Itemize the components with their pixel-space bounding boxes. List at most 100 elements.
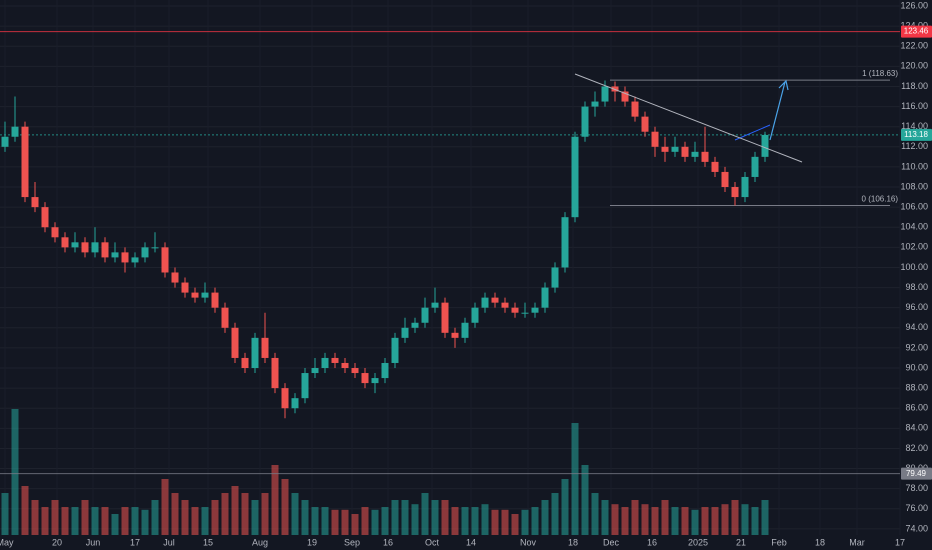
volume-bar	[501, 509, 509, 535]
volume-bar	[71, 507, 79, 535]
candle-body	[301, 373, 309, 399]
x-tick-label: 15	[203, 537, 213, 547]
candle-body	[161, 247, 169, 273]
y-tick-label: 112.00	[901, 141, 928, 151]
candle-body	[211, 292, 219, 308]
candle-body	[271, 357, 279, 389]
volume-bar	[371, 509, 379, 535]
y-tick-label: 100.00	[900, 262, 928, 272]
x-tick-label: 21	[736, 537, 746, 547]
volume-bar	[221, 493, 229, 535]
volume-bar	[341, 509, 349, 535]
x-tick-label: Jul	[163, 537, 175, 547]
volume-bar	[21, 486, 29, 535]
candle-body	[431, 302, 439, 308]
y-tick-label: 124.00	[900, 21, 928, 31]
price-label-box	[901, 467, 932, 480]
volume-bar	[171, 493, 179, 535]
x-tick-label: Dec	[603, 537, 620, 547]
y-tick-label: 86.00	[905, 403, 928, 413]
volume-bar	[141, 509, 149, 535]
volume-bar	[671, 507, 679, 535]
volume-bar	[751, 507, 759, 535]
candle-body	[341, 362, 349, 369]
x-tick-label: Sep	[344, 537, 360, 547]
volume-bar	[181, 500, 189, 535]
volume-bar	[701, 507, 709, 535]
volume-bar	[561, 479, 569, 535]
candle-body	[171, 272, 179, 283]
volume-bar	[571, 423, 579, 535]
y-tick-label: 126.00	[900, 0, 928, 10]
x-tick-label: 14	[466, 537, 476, 547]
candle-body	[391, 337, 399, 363]
x-tick-label: 19	[307, 537, 317, 547]
y-tick-label: 108.00	[900, 181, 928, 191]
x-tick-label: Feb	[771, 537, 787, 547]
volume-bar	[201, 507, 209, 535]
candle-body	[591, 101, 599, 107]
candle-body	[581, 106, 589, 137]
y-tick-label: 96.00	[905, 302, 928, 312]
volume-bar	[441, 500, 449, 535]
volume-bar	[161, 479, 169, 535]
volume-bar	[551, 493, 559, 535]
candle-body	[411, 322, 419, 328]
x-tick-label: Nov	[520, 537, 537, 547]
price-label: 79.49	[906, 469, 927, 478]
candle-body	[651, 131, 659, 147]
candle-body	[451, 332, 459, 338]
y-tick-label: 90.00	[905, 362, 928, 372]
price-label-box	[901, 128, 932, 141]
y-tick-label: 122.00	[900, 41, 928, 51]
x-tick-label: 20	[52, 537, 62, 547]
y-tick-label: 82.00	[905, 443, 928, 453]
volume-bar	[721, 504, 729, 535]
candle-body	[71, 242, 79, 248]
candle-body	[681, 146, 689, 157]
volume-bar	[81, 500, 89, 535]
x-tick-label: Aug	[252, 537, 268, 547]
candle-body	[491, 297, 499, 303]
projection-arrow	[769, 79, 789, 141]
volume-bar	[461, 507, 469, 535]
volume-bar	[351, 514, 359, 535]
y-tick-label: 114.00	[901, 121, 928, 131]
y-tick-label: 110.00	[901, 161, 928, 171]
volume-bar	[231, 486, 239, 535]
volume-bar	[611, 504, 619, 535]
volume-bar	[471, 507, 479, 535]
volume-bar	[481, 504, 489, 535]
volume-bar	[391, 500, 399, 535]
candle-body	[601, 86, 609, 102]
candle-body	[91, 242, 99, 253]
volume-bar	[541, 500, 549, 535]
candle-body	[141, 247, 149, 258]
volume-bar	[421, 493, 429, 535]
candle-body	[351, 368, 359, 374]
candle-body	[751, 156, 759, 177]
y-tick-label: 78.00	[905, 483, 928, 493]
volume-bar	[51, 500, 59, 535]
candle-body	[11, 126, 19, 137]
volume-bar	[301, 500, 309, 535]
candle-body	[421, 307, 429, 323]
candle-body	[701, 151, 709, 162]
volume-bar	[731, 500, 739, 535]
volume-bar	[31, 500, 39, 535]
x-tick-label: Oct	[425, 537, 440, 547]
candle-body	[321, 357, 329, 369]
volume-bar	[261, 493, 269, 535]
y-tick-label: 102.00	[900, 242, 928, 252]
candle-body	[541, 287, 549, 308]
volume-bar	[631, 500, 639, 535]
volume-pane	[1, 409, 769, 535]
volume-bar	[131, 507, 139, 535]
y-tick-label: 106.00	[900, 202, 928, 212]
y-tick-label: 98.00	[905, 282, 928, 292]
candle-body	[261, 337, 269, 358]
volume-bar	[361, 507, 369, 535]
volume-bar	[211, 500, 219, 535]
